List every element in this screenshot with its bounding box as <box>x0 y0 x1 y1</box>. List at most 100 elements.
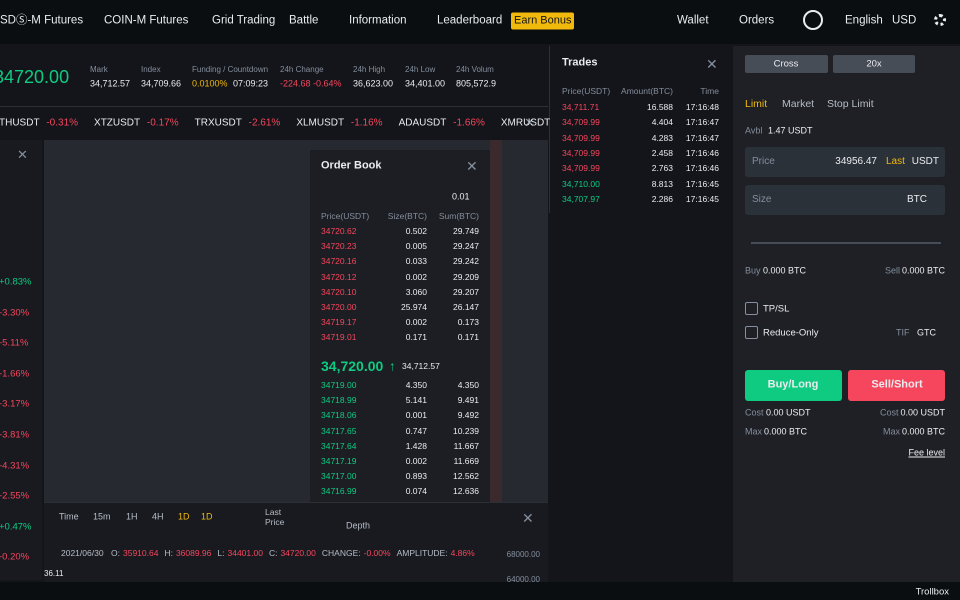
language[interactable]: English <box>845 14 883 27</box>
input-unit[interactable]: BTC <box>907 194 927 205</box>
fee-level[interactable]: Fee level <box>908 447 945 458</box>
bid-sum: 4.350 <box>457 379 479 390</box>
trade-price: 34,711.71 <box>562 101 600 112</box>
depth-tab[interactable]: Depth <box>346 520 371 531</box>
symbol-change: -1.16% <box>348 117 383 129</box>
symbol-name: XTZUSDT <box>94 117 141 129</box>
tif-value[interactable]: GTC <box>917 327 936 338</box>
close-icon[interactable]: ✕ <box>524 115 535 130</box>
tpsl-label: TP/SL <box>763 303 790 315</box>
column-header: Price(USDT) <box>562 85 611 96</box>
tif-label: TIF <box>896 327 910 338</box>
panel-title: Order Book <box>321 159 382 172</box>
ohlc-value: 34401.00 <box>227 547 263 558</box>
nav-item[interactable]: Orders <box>739 14 775 27</box>
symbol[interactable]: THUSDT -0.31% <box>0 118 78 129</box>
order-tab[interactable]: Stop Limit <box>827 97 874 110</box>
reduce-checkbox[interactable] <box>745 326 758 339</box>
trade-time: 17:16:47 <box>685 117 719 128</box>
interval[interactable]: 4H <box>152 511 164 522</box>
order-tab[interactable]: Limit <box>745 97 768 110</box>
pair-change: -3.81% <box>0 429 30 441</box>
up-arrow: ↑ <box>389 358 396 374</box>
nav-item[interactable]: Wallet <box>677 14 709 27</box>
avatar-icon[interactable] <box>803 10 823 30</box>
precision[interactable]: 0.01 <box>452 191 470 202</box>
column-header: Sum(BTC) <box>438 210 479 221</box>
column-header: Price(USDT) <box>321 210 370 221</box>
bid-sum: 9.491 <box>457 394 479 405</box>
bid-sum: 9.492 <box>457 410 479 421</box>
nav-item[interactable]: Information <box>349 14 407 27</box>
axis-label: 36.11 <box>44 569 64 578</box>
size-input[interactable] <box>745 185 945 215</box>
slider-track[interactable] <box>751 242 941 244</box>
bid-price: 34717.64 <box>321 440 357 451</box>
currency[interactable]: USD <box>892 14 917 27</box>
ask-price: 34720.12 <box>321 271 357 282</box>
sell-button[interactable] <box>848 370 945 401</box>
sell-button-label[interactable]: Sell/Short <box>871 378 923 391</box>
interval[interactable]: 15m <box>93 511 111 522</box>
buy-label: Buy <box>745 265 761 276</box>
ask-sum: 29.242 <box>453 256 479 267</box>
cross-button[interactable] <box>745 55 828 73</box>
ohlc-label: O: <box>111 547 120 558</box>
price-type[interactable]: Last Price <box>265 506 285 527</box>
interval[interactable]: Time <box>59 511 79 522</box>
chart-date: 2021/06/30 <box>61 547 104 558</box>
earn-bonus[interactable]: Earn Bonus <box>511 12 575 30</box>
close-icon[interactable]: ✕ <box>17 147 28 162</box>
axis-label: 64000.00 <box>506 575 540 584</box>
ask-sum: 29.749 <box>453 225 479 236</box>
max-value: 0.000 BTC <box>764 426 808 437</box>
symbol[interactable]: XMRUSDT <box>501 118 550 129</box>
symbol[interactable]: TRXUSDT -2.61% <box>195 118 281 129</box>
left-panel <box>0 140 42 580</box>
chart-bottom <box>44 502 548 583</box>
top-nav <box>0 0 960 44</box>
interval[interactable]: 1D <box>178 511 190 522</box>
stat-label: Mark <box>90 65 108 74</box>
stat-value: 0.0100% <box>192 78 228 89</box>
leverage-button[interactable] <box>833 55 915 73</box>
symbol[interactable]: XTZUSDT -0.17% <box>94 118 179 129</box>
nav-item[interactable]: SDⓈ-M Futures <box>0 14 84 27</box>
nav-item[interactable]: COIN-M Futures <box>104 14 189 27</box>
stat-label: 24h High <box>353 65 386 74</box>
trade-amount: 16.588 <box>647 101 673 112</box>
interval-dropdown[interactable]: 1D <box>201 511 213 522</box>
order-form <box>733 46 960 582</box>
symbol[interactable]: XLMUSDT -1.16% <box>296 118 382 129</box>
tpsl-checkbox[interactable] <box>745 302 758 315</box>
bid-sum: 12.562 <box>453 470 479 481</box>
interval[interactable]: 1H <box>126 511 138 522</box>
pair-change: -3.17% <box>0 398 30 410</box>
buy-button-label[interactable]: Buy/Long <box>767 378 819 391</box>
last-button[interactable]: Last <box>886 156 905 167</box>
pair-change: -4.31% <box>0 459 30 471</box>
reduce-label: Reduce-Only <box>763 327 819 339</box>
close-icon[interactable]: ✕ <box>466 158 478 174</box>
trades-panel <box>549 46 733 213</box>
bid-size: 1.428 <box>405 440 427 451</box>
symbol-name: XMRUSDT <box>500 117 551 129</box>
nav-item[interactable]: Leaderboard <box>437 14 503 27</box>
max-value: 0.000 BTC <box>901 426 945 437</box>
stat-value: 34,712.57 <box>90 78 131 89</box>
buy-button[interactable] <box>745 370 842 401</box>
ask-price: 34720.00 <box>321 301 357 312</box>
max-label: Max <box>745 426 763 437</box>
nav-item[interactable]: Grid Trading <box>212 14 276 27</box>
bid-price: 34718.06 <box>321 410 357 421</box>
ohlc-label: H: <box>164 547 173 558</box>
trollbox[interactable]: Trollbox <box>915 586 949 598</box>
close-icon[interactable]: ✕ <box>522 510 534 526</box>
nav-item[interactable]: Battle <box>289 14 319 27</box>
ask-price: 34720.16 <box>321 256 357 267</box>
price-input[interactable] <box>745 147 945 177</box>
symbol[interactable]: ADAUSDT -1.66% <box>399 118 485 129</box>
order-tab[interactable]: Market <box>782 97 815 110</box>
close-icon[interactable]: ✕ <box>706 56 718 72</box>
settings-icon[interactable] <box>934 14 946 26</box>
